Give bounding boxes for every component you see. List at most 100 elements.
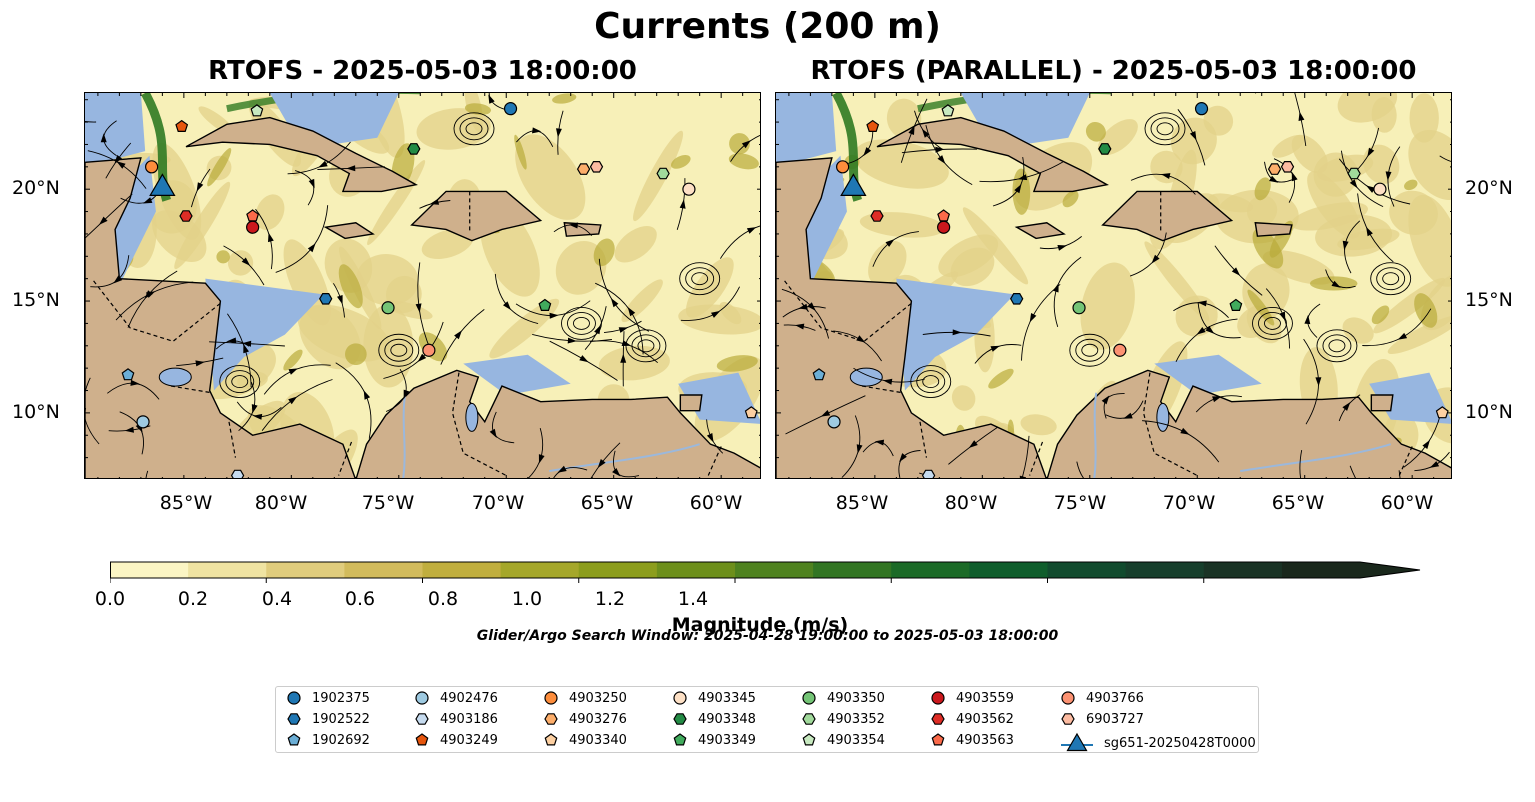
streamline-arrow [1366,226,1373,237]
legend-label: 4903562 [956,711,1014,727]
eddy-streamline [384,338,414,362]
streamline-arrow [503,301,512,311]
speed-patch [1252,228,1284,269]
eddy-streamline [1328,339,1346,353]
circle-marker [931,691,945,705]
streamline-arrow [252,413,263,420]
speed-patch [227,250,254,276]
legend-label: 4903766 [1086,690,1144,706]
float-marker-4903350 [381,301,395,315]
country-border [93,280,221,342]
streamline-arrow [921,128,930,138]
streamline-arrow [706,433,714,443]
streamline-arrow [557,465,567,473]
eddy-streamline [1382,272,1400,286]
speed-patch [950,247,995,287]
colorbar-tick-label: 0.8 [427,588,459,610]
legend: 1902375 1902522 1902692 4902476 4903186 49032… [275,686,1259,753]
eddy-streamline [567,311,596,335]
streamline-arrow [1014,184,1022,194]
pentagon-marker [673,733,687,746]
eddy-streamline [910,365,952,399]
eddy-streamline [625,329,667,363]
eddy-streamline [1316,329,1358,363]
streamline-arrow [1269,175,1279,183]
eddy-streamline [1150,117,1180,141]
eddy-streamline [378,333,420,367]
eddy-streamline [1264,316,1281,330]
land [323,222,375,240]
pentagon-marker [802,733,816,746]
shelf-area [463,354,571,395]
streamline-arrow [538,454,545,464]
float-marker-4903340 [744,406,758,419]
streamline-arrow [288,396,298,405]
float-marker-4903345 [682,182,696,196]
streamline-arrow [807,302,816,311]
hexagon-marker [1061,713,1075,725]
pentagon-marker-icon [673,733,687,746]
float-marker-4903559 [937,220,951,234]
speed-patch [356,254,419,306]
speed-patch [728,153,759,170]
streamline-arrow [288,368,298,375]
legend-item: 4903276 [543,711,627,727]
float-marker-4903354 [941,104,955,117]
shelf-area [205,278,324,391]
colorbar-segment [813,562,892,578]
streamline-arrow [968,440,978,448]
lon-label: 60°W [1380,492,1434,514]
shelf-area [896,278,1015,391]
speed-patch [1409,93,1439,143]
speed-patch [1414,293,1438,328]
streamline-arrow [1019,475,1026,478]
legend-item: 1902522 [286,711,370,727]
streamline-arrow [863,147,872,157]
legend-item: 6903727 [1060,711,1144,727]
streamline-arrow [795,323,805,330]
speed-patch [1291,134,1328,174]
speed-patch [1315,214,1393,257]
speed-patch [1373,277,1446,334]
pentagon-marker [931,733,945,746]
eddy-streamline [465,122,483,136]
eddy-streamline [225,370,255,394]
streamline-arrow [856,444,863,454]
pentagon-marker-icon [415,733,429,746]
colorbar-segment [1203,562,1283,578]
streamline-arrow [741,140,751,149]
legend-item: 1902375 [286,690,370,706]
speed-patch [297,304,390,362]
legend-label: 6903727 [1086,711,1144,727]
streamline-arrow [242,340,252,347]
streamline-arrow [746,227,757,234]
streamline-arrow [579,355,589,363]
speed-patch [868,240,907,287]
speed-patch [1247,289,1275,326]
land [776,157,1047,478]
streamline-arrow [1385,171,1392,181]
colorbar-tick-label: 0.4 [261,588,293,610]
streamline-arrow [195,360,205,367]
map-panel-rtofs-parallel[interactable] [775,92,1452,479]
lon-label: 65°W [580,492,634,514]
eddy-streamline [922,375,940,389]
streamline-arrow [488,94,495,104]
speed-patch [555,240,607,295]
streamline-arrow [612,468,621,477]
land [1254,221,1293,237]
float-marker-4903349 [1229,298,1243,311]
float-marker-4903563 [937,209,951,222]
float-marker-4903352 [656,167,670,180]
map-panel-rtofs[interactable] [84,92,761,479]
country-border [338,441,353,476]
triangle-marker-icon [1061,732,1093,752]
shelf-area [776,93,837,167]
float-marker-4902476 [827,415,841,429]
float-marker-6903727 [1280,160,1295,173]
circle-marker [802,691,816,705]
legend-item: 4903345 [672,690,756,706]
legend-label: 1902692 [312,732,370,748]
streamline-arrow [532,127,542,134]
lon-label: 85°W [159,492,213,514]
